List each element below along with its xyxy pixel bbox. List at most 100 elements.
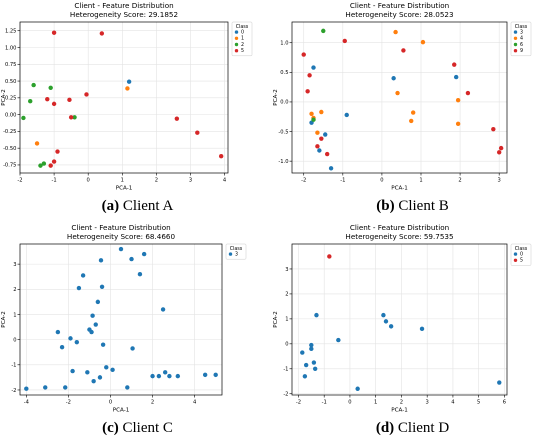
chart-subtitle: Heterogeneity Score: 28.0523 [345, 10, 453, 19]
data-point-class-3 [317, 148, 322, 153]
data-point-class-3 [129, 256, 134, 262]
data-point-class-5 [51, 30, 57, 35]
legend-marker-class-5 [513, 258, 518, 262]
data-point-class-0 [381, 312, 386, 318]
data-point-class-3 [97, 375, 103, 380]
data-point-class-3 [90, 313, 95, 318]
plot-border [291, 243, 508, 396]
x-axis-label: PCA-1 [391, 408, 408, 414]
y-tick-label: 1 [285, 317, 288, 323]
y-tick-label: 0.5 [280, 70, 288, 76]
data-point-class-3 [150, 373, 155, 379]
plot-area [20, 22, 228, 173]
data-point-class-5 [174, 116, 180, 121]
y-axis-label: PCA-2 [1, 311, 7, 328]
data-point-class-3 [95, 299, 101, 305]
data-point-class-3 [100, 342, 106, 347]
data-point-class-0 [303, 362, 309, 368]
data-point-class-3 [24, 386, 29, 391]
data-point-class-9 [491, 126, 496, 132]
y-axis-label: PCA-2 [273, 89, 279, 106]
data-point-class-3 [76, 285, 82, 291]
data-point-class-9 [342, 38, 347, 44]
y-tick-label: 0.00 [5, 112, 17, 118]
data-point-class-3 [167, 373, 172, 379]
data-point-class-1 [34, 141, 40, 146]
data-point-class-3 [162, 370, 168, 375]
data-point-class-3 [125, 385, 130, 390]
x-tick-label: 2 [155, 178, 158, 184]
data-point-class-2 [21, 115, 26, 121]
data-point-class-0 [309, 346, 314, 352]
data-point-class-3 [453, 74, 459, 80]
data-point-class-3 [130, 346, 135, 351]
legend-title: Class [515, 246, 528, 252]
data-point-class-3 [68, 336, 73, 341]
data-point-class-3 [74, 339, 80, 345]
legend-label: 0 [241, 30, 244, 36]
data-point-class-3 [99, 284, 105, 289]
chart-title: Client - Feature Distribution [350, 1, 449, 10]
data-point-class-5 [51, 159, 57, 164]
data-point-class-3 [118, 246, 124, 252]
legend-label: 5 [241, 48, 244, 54]
x-tick-label: 4 [193, 400, 197, 406]
data-point-class-5 [45, 96, 50, 102]
data-point-class-4 [410, 110, 416, 115]
data-point-class-0 [497, 380, 502, 385]
data-point-class-0 [419, 326, 425, 332]
data-point-class-0 [314, 312, 319, 318]
x-tick-label: 4 [223, 178, 227, 184]
y-tick-label: 0.0 [280, 100, 288, 106]
data-point-class-3 [213, 372, 218, 378]
x-tick-label: 3 [189, 178, 192, 184]
x-tick-label: -2 [17, 178, 22, 184]
chart-subtitle: Heterogeneity Score: 68.4660 [67, 232, 176, 241]
x-tick-label: -1 [322, 400, 327, 406]
data-point-class-5 [68, 115, 74, 120]
y-tick-label: 3 [13, 262, 16, 268]
y-tick-label: 0 [285, 342, 288, 348]
data-point-class-9 [305, 89, 310, 94]
data-point-class-9 [319, 136, 324, 141]
caption-c: (c) Client C [102, 420, 173, 436]
y-tick-label: -2 [283, 392, 288, 398]
caption-d: (d) Client D [375, 420, 450, 436]
legend-marker-class-0 [513, 252, 518, 256]
plot-border [19, 21, 229, 174]
data-point-class-0 [309, 342, 314, 348]
x-tick-label: 4 [451, 400, 455, 406]
x-tick-label: -2 [301, 178, 306, 184]
data-point-class-9 [498, 145, 504, 151]
y-tick-label: -1.0 [278, 159, 288, 165]
data-point-class-3 [55, 329, 61, 335]
scatter-chart-b: Client - Feature DistributionHeterogenei… [273, 1, 532, 192]
data-point-class-0 [126, 79, 132, 84]
y-tick-label: -1 [11, 363, 16, 369]
y-axis-label: PCA-2 [1, 89, 7, 106]
chart-panel-c: Client - Feature Distribution Heterogenei… [0, 222, 275, 421]
data-point-class-4 [395, 90, 400, 96]
y-tick-label: 3 [285, 267, 288, 273]
y-tick-label: -0.50 [3, 146, 16, 152]
plot-border [19, 243, 223, 396]
legend-label: 0 [520, 252, 523, 258]
data-point-class-9 [324, 151, 330, 157]
data-point-class-3 [59, 344, 65, 350]
data-point-class-0 [336, 337, 341, 343]
data-point-class-3 [137, 272, 143, 277]
data-point-class-3 [175, 373, 181, 379]
data-point-class-2 [31, 82, 36, 88]
data-point-class-4 [409, 118, 414, 124]
y-tick-label: -2 [11, 388, 16, 394]
x-tick-label: 0 [348, 400, 351, 406]
legend-marker-class-4 [513, 36, 518, 40]
chart-title: Client - Feature Distribution [350, 223, 449, 232]
data-point-class-4 [319, 109, 324, 115]
legend-label: 2 [241, 42, 244, 48]
data-point-class-2 [48, 85, 53, 90]
data-point-class-9 [301, 52, 306, 57]
chart-panel-b: Client - Feature Distribution Heterogenei… [273, 0, 550, 199]
x-tick-label: 1 [374, 400, 377, 406]
legend-label: 6 [520, 42, 523, 48]
